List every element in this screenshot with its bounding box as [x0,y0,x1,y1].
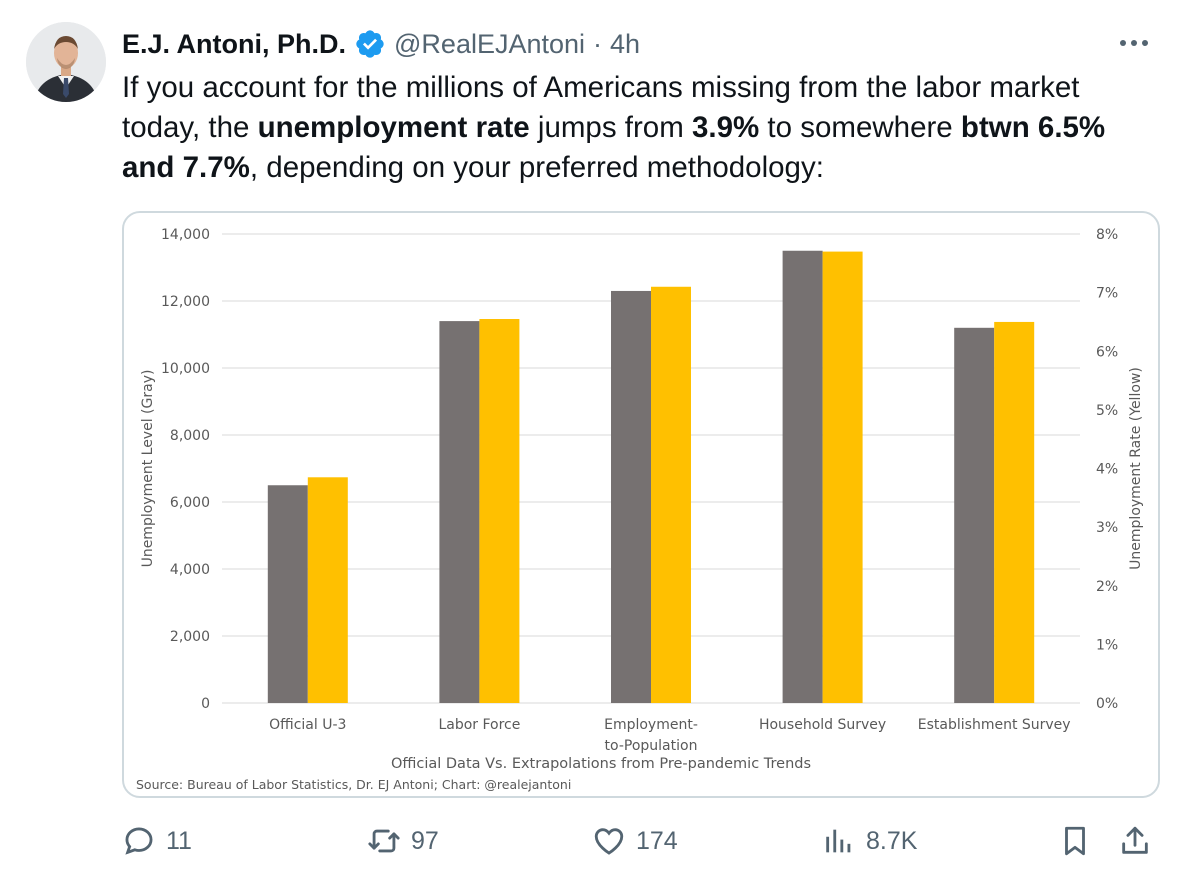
tweet-text-part: If you account for the millions of Ameri… [122,71,1080,144]
y2-tick-label: 1% [1096,637,1118,653]
bar-level [267,485,308,703]
bar-chart: 0 2,000 4,000 6,000 8,000 10,000 12,000 14,000 0… [136,227,1144,792]
view-count: 8.7K [866,826,918,855]
y-tick-label: 2,000 [170,629,210,645]
bar-rate [994,321,1035,703]
bar-level [611,290,651,703]
tweet-header: E.J. Antoni, Ph.D. @RealEJAntoni · 4h [122,24,1150,64]
tweet-text-bold: 3.9% [691,111,760,144]
analytics-icon [826,829,851,853]
y-tick-label: 12,000 [161,294,210,310]
bar-level [782,250,823,703]
separator-dot: · [593,28,603,59]
share-icon [1122,826,1148,854]
y-tick-label: 0 [201,696,210,712]
y-tick-label: 8,000 [170,428,210,444]
y-tick-label: 14,000 [161,227,210,243]
repost-icon [368,829,400,853]
y2-tick-label: 5% [1096,403,1118,419]
tweet-text-part: to somewhere [759,111,961,144]
bar-level [954,327,995,703]
x-tick-label: Household Survey [759,717,886,733]
bookmark-icon [1065,826,1085,856]
y-axis-title: Unemployment Level (Gray) [140,370,156,568]
author-avatar[interactable] [26,22,106,102]
x-axis-title: Official Data Vs. Extrapolations from Pr… [391,756,811,772]
reply-icon [125,827,153,855]
x-tick-label: to-Population [605,738,698,754]
y2-tick-label: 6% [1096,344,1118,360]
author-name[interactable]: E.J. Antoni, Ph.D. [122,28,347,59]
y-tick-label: 6,000 [170,495,210,511]
x-tick-label: Official U-3 [269,717,346,733]
y2-tick-label: 0% [1096,696,1118,712]
verified-badge-icon[interactable] [354,28,386,60]
tweet-timestamp[interactable]: 4h [610,28,641,59]
tweet-text-bold: btwn 6.5% and 7.7% [122,111,1106,184]
tweet-text-part: jumps from [529,111,692,144]
y2-tick-label: 4% [1096,462,1118,478]
chart-image[interactable]: 0 2,000 4,000 6,000 8,000 10,000 12,000 14,000 0… [122,211,1160,798]
x-tick-label: Labor Force [438,717,520,733]
y2-tick-label: 7% [1096,286,1118,302]
tweet-actions: 11 97 174 8.7K [122,818,1162,864]
bar-rate [307,477,348,703]
y2-tick-label: 8% [1096,227,1118,243]
x-tick-label: Employment- [604,717,698,733]
more-options-icon[interactable] [1114,26,1154,60]
tweet-text: If you account for the millions of Ameri… [122,68,1162,188]
reply-count: 11 [166,826,192,855]
reply-button[interactable]: 11 [122,818,192,864]
heart-icon [594,828,624,855]
bookmark-button[interactable] [1058,818,1092,864]
y2-axis-title: Unemployment Rate (Yellow) [1128,367,1144,570]
like-count: 174 [636,826,678,855]
y-tick-label: 4,000 [170,562,210,578]
bar-rate [479,319,520,703]
chart-source: Source: Bureau of Labor Statistics, Dr. … [136,777,571,792]
views-button[interactable]: 8.7K [822,818,917,864]
y-tick-label: 10,000 [161,361,210,377]
repost-button[interactable]: 97 [367,818,439,864]
bar-level [439,321,480,703]
bar-rate [651,286,691,703]
author-handle[interactable]: @RealEJAntoni [394,28,586,59]
x-tick-label: Establishment Survey [918,717,1071,733]
tweet-text-bold: unemployment rate [257,111,530,144]
tweet-text-part: , depending on your preferred methodolog… [249,151,824,184]
like-button[interactable]: 174 [592,818,678,864]
y2-tick-label: 2% [1096,579,1118,595]
repost-count: 97 [411,826,439,855]
bar-rate [822,251,863,703]
share-button[interactable] [1118,818,1152,864]
y2-tick-label: 3% [1096,520,1118,536]
